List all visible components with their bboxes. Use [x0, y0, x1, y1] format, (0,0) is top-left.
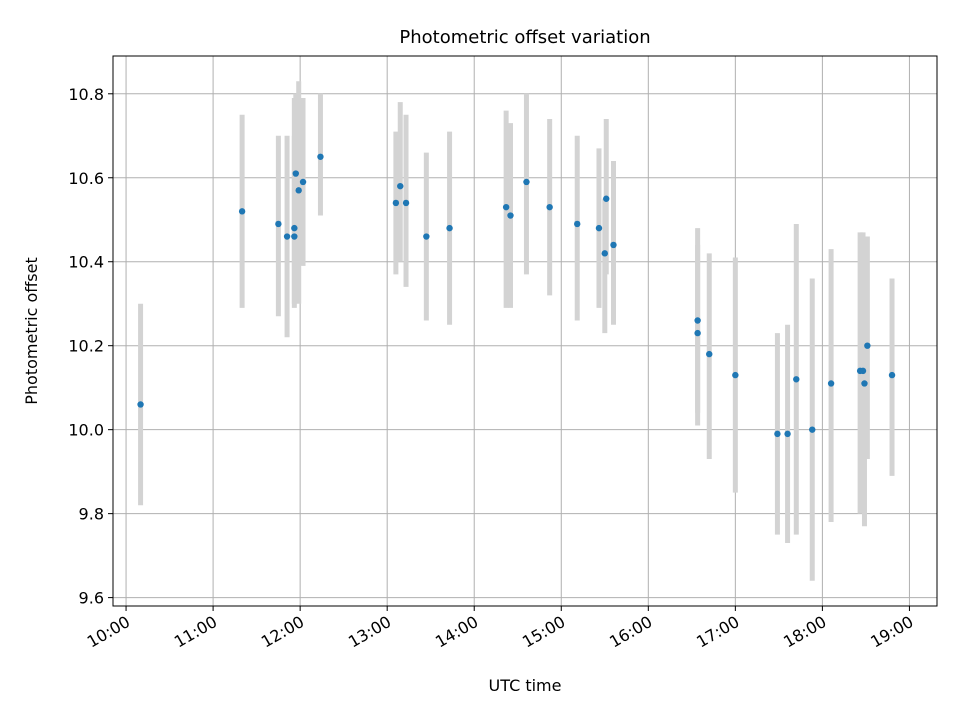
- data-point: [888, 371, 896, 379]
- x-tick-label: 11:00: [171, 612, 220, 652]
- y-axis: 9.6 9.8 10.0 10.2 10.4 10.6 10.8: [68, 85, 113, 608]
- x-tick-label: 13:00: [345, 612, 394, 652]
- x-tick-label: 14:00: [432, 612, 481, 652]
- data-point: [137, 401, 144, 408]
- data-point: [809, 426, 816, 433]
- x-tick-label: 17:00: [693, 612, 742, 652]
- y-tick-label: 10.6: [68, 169, 104, 188]
- data-point: [502, 203, 510, 211]
- data-point: [523, 178, 530, 186]
- x-tick-label: 19:00: [867, 612, 916, 652]
- data-point: [238, 208, 246, 215]
- x-tick-label: 16:00: [606, 612, 655, 652]
- x-tick-label: 18:00: [780, 612, 829, 652]
- data-point: [864, 342, 871, 349]
- data-point: [861, 380, 868, 387]
- data-point: [694, 317, 701, 324]
- data-point: [423, 233, 430, 240]
- data-point: [291, 224, 298, 232]
- data-point: [446, 224, 453, 232]
- data-point: [317, 153, 324, 160]
- data-point: [546, 203, 553, 211]
- data-point: [392, 199, 400, 207]
- data-point: [595, 224, 603, 232]
- x-tick-label: 12:00: [258, 612, 307, 652]
- data-point: [732, 371, 739, 379]
- data-point: [574, 220, 581, 228]
- data-point: [859, 367, 867, 375]
- data-point: [603, 195, 610, 202]
- chart-title: Photometric offset variation: [399, 27, 650, 48]
- x-tick-label: 10:00: [84, 612, 133, 652]
- data-point: [601, 250, 608, 257]
- plot-frame: [112, 55, 938, 607]
- x-axis: 10:00 11:00 12:00 13:00 14:00 15:00 16:00 17:00…: [84, 606, 917, 652]
- y-tick-label: 10.8: [68, 85, 104, 104]
- data-point: [610, 241, 617, 249]
- data-point: [397, 182, 404, 190]
- data-point: [299, 178, 307, 186]
- data-point: [275, 220, 282, 228]
- data-point: [292, 170, 299, 177]
- data-point: [793, 376, 800, 383]
- data-point: [774, 430, 781, 438]
- data-points: [137, 153, 896, 438]
- y-tick-label: 9.8: [79, 505, 104, 524]
- data-point: [507, 212, 514, 219]
- x-tick-label: 15:00: [519, 612, 568, 652]
- data-point: [827, 380, 835, 387]
- data-point: [291, 233, 298, 240]
- data-point: [694, 329, 701, 337]
- data-point: [706, 350, 713, 358]
- x-axis-label: UTC time: [489, 676, 562, 695]
- data-point: [784, 430, 791, 438]
- data-point: [295, 187, 302, 194]
- error-bars: [138, 81, 895, 581]
- y-tick-label: 9.6: [79, 589, 104, 608]
- y-tick-label: 10.0: [68, 421, 104, 440]
- data-point: [402, 199, 410, 207]
- y-tick-label: 10.2: [68, 337, 104, 356]
- data-point: [283, 233, 291, 240]
- y-tick-label: 10.4: [68, 253, 104, 272]
- y-axis-label: Photometric offset: [22, 257, 41, 405]
